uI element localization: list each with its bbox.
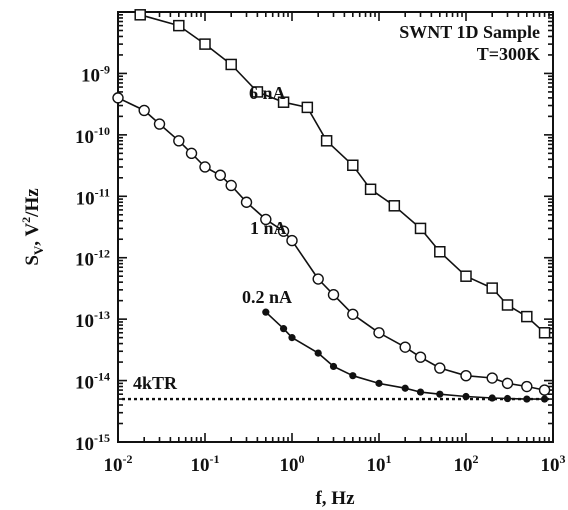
data-point-dot — [488, 394, 496, 402]
data-point-circle — [153, 118, 166, 130]
data-point-circle — [112, 92, 124, 104]
x-tick-labels: 10-2 10-1 100 101 102 103 — [104, 452, 566, 476]
data-point-circle — [373, 327, 385, 339]
y-tick-label: 10-13 — [75, 308, 110, 332]
data-point-dot — [462, 392, 470, 401]
x-tick-label: 103 — [541, 452, 566, 476]
data-point-circle — [277, 225, 290, 237]
x-tick-label: 100 — [280, 452, 305, 476]
data-point-dot — [401, 384, 409, 392]
data-point-dot — [349, 372, 357, 380]
plot-frame — [117, 11, 554, 443]
data-point-dot — [314, 349, 322, 357]
data-point-square — [320, 135, 333, 147]
data-point-dot — [279, 325, 288, 333]
data-point-circle — [414, 351, 427, 363]
y-axis-title: SV, V2/Hz — [19, 188, 46, 266]
data-point-circle — [225, 179, 237, 192]
data-point-circle — [260, 213, 272, 226]
data-point-circle — [434, 362, 446, 374]
data-point-square — [521, 310, 533, 323]
data-point-circle — [185, 147, 198, 160]
data-point-square — [199, 38, 211, 50]
data-point-dot — [375, 379, 383, 387]
data-point-square — [501, 299, 514, 311]
data-point-circle — [286, 234, 298, 247]
x-tick-label: 101 — [367, 452, 392, 476]
data-point-square — [388, 200, 401, 212]
x-tick-label: 10-2 — [104, 452, 133, 476]
data-point-circle — [312, 273, 324, 285]
y-tick-label: 10-9 — [81, 62, 110, 86]
x-tick-label: 102 — [454, 452, 479, 476]
data-point-square — [277, 96, 290, 108]
data-point-square — [460, 270, 472, 282]
y-tick-label: 10-10 — [75, 124, 110, 148]
reference-line-label: 4kTR — [133, 373, 178, 393]
data-point-circle — [486, 372, 498, 384]
y-tick-label: 10-14 — [75, 370, 110, 394]
y-tick-label: 10-15 — [75, 431, 110, 455]
data-point-dot — [262, 308, 270, 316]
series-label-6na: 6 nA — [249, 83, 286, 103]
data-point-circle — [521, 380, 533, 393]
data-point-dot — [288, 334, 296, 342]
chart-title: SWNT 1D Sample — [399, 22, 540, 42]
data-point-circle — [214, 169, 227, 181]
y-tick-label: 10-12 — [75, 247, 110, 271]
data-point-circle — [399, 341, 411, 353]
data-point-dot — [436, 390, 444, 398]
data-point-dot — [503, 394, 512, 403]
data-point-circle — [347, 308, 359, 320]
data-point-dot — [540, 395, 549, 403]
data-point-square — [538, 327, 551, 339]
data-point-circle — [138, 104, 150, 117]
data-point-square — [347, 159, 359, 172]
x-axis-title: f, Hz — [315, 488, 355, 509]
data-point-square — [173, 19, 185, 32]
data-point-circle — [538, 384, 551, 396]
data-point-square — [225, 58, 237, 71]
y-tick-label: 10-11 — [76, 185, 110, 209]
data-point-square — [486, 282, 498, 294]
data-point-square — [364, 183, 377, 196]
data-point-circle — [327, 288, 340, 301]
x-tick-label: 10-1 — [191, 452, 220, 476]
data-point-circle — [460, 370, 472, 382]
data-point-dot — [329, 362, 338, 371]
data-point-square — [434, 246, 446, 258]
series-group — [112, 9, 551, 403]
data-point-circle — [501, 377, 514, 390]
data-point-circle — [240, 196, 253, 208]
data-point-dot — [523, 395, 531, 403]
series-label-0-2na: 0.2 nA — [242, 287, 292, 307]
data-point-square — [134, 9, 146, 21]
data-point-square — [251, 86, 264, 98]
data-point-square — [301, 101, 314, 114]
data-point-square — [414, 222, 427, 235]
chart-subtitle: T=300K — [477, 44, 540, 64]
y-tick-labels: 10-9 10-10 10-11 10-12 10-13 10-14 10-15 — [75, 62, 110, 455]
data-point-circle — [173, 135, 185, 147]
data-point-dot — [416, 388, 425, 396]
data-point-circle — [199, 161, 211, 173]
series-label-1na: 1 nA — [250, 218, 287, 238]
